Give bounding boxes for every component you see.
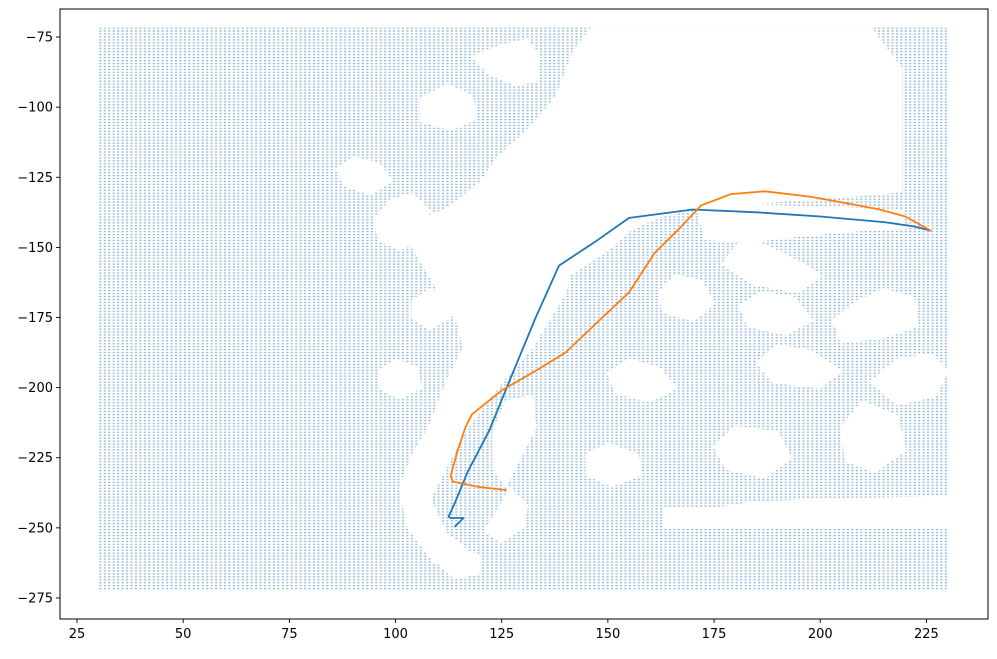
empty-region bbox=[483, 486, 529, 544]
x-tick-label: 150 bbox=[595, 627, 620, 642]
empty-region bbox=[492, 394, 537, 488]
y-tick-label: −125 bbox=[17, 171, 53, 186]
x-tick-label: 50 bbox=[175, 627, 192, 642]
y-tick-label: −225 bbox=[17, 451, 53, 466]
empty-region bbox=[662, 495, 949, 529]
empty-region bbox=[869, 352, 949, 406]
line-series bbox=[447, 190, 932, 528]
series-line-2 bbox=[449, 190, 932, 491]
x-tick-label: 75 bbox=[281, 627, 298, 642]
y-tick-label: −275 bbox=[17, 591, 53, 606]
plot-frame bbox=[59, 8, 989, 620]
y-tick-label: −250 bbox=[17, 521, 53, 536]
empty-region bbox=[695, 204, 907, 243]
y-tick-label: −200 bbox=[17, 381, 53, 396]
empty-region bbox=[398, 27, 902, 574]
empty-region bbox=[441, 549, 482, 580]
empty-region bbox=[470, 38, 541, 86]
empty-region bbox=[334, 156, 393, 196]
empty-region bbox=[411, 288, 452, 330]
empty-region bbox=[831, 288, 920, 344]
x-tick-label: 100 bbox=[383, 627, 408, 642]
y-tick-label: −150 bbox=[17, 241, 53, 256]
empty-region bbox=[721, 234, 822, 294]
y-tick-label: −75 bbox=[26, 31, 53, 46]
x-tick-label: 200 bbox=[808, 627, 833, 642]
empty-region bbox=[712, 425, 792, 479]
empty-region bbox=[657, 274, 716, 322]
x-tick-label: 225 bbox=[914, 627, 939, 642]
y-tick-label: −100 bbox=[17, 101, 53, 116]
series-line-1 bbox=[447, 208, 932, 528]
x-tick-label: 125 bbox=[489, 627, 514, 642]
x-tick-label: 25 bbox=[69, 627, 86, 642]
x-axis: 25 50 75 100 125 150 175 200 225 bbox=[69, 619, 939, 642]
y-axis: −75 −100 −125 −150 −175 −200 −225 −250 −275 bbox=[17, 31, 60, 606]
y-tick-label: −175 bbox=[17, 311, 53, 326]
empty-region bbox=[373, 192, 431, 252]
empty-region bbox=[420, 83, 478, 131]
empty-region bbox=[840, 400, 907, 473]
empty-region bbox=[606, 358, 678, 403]
empty-region bbox=[738, 291, 814, 336]
x-tick-label: 175 bbox=[702, 627, 727, 642]
empty-region bbox=[377, 358, 423, 400]
empty-regions bbox=[334, 27, 949, 580]
empty-region bbox=[585, 442, 644, 487]
empty-region bbox=[755, 344, 844, 389]
empty-region bbox=[458, 218, 512, 260]
